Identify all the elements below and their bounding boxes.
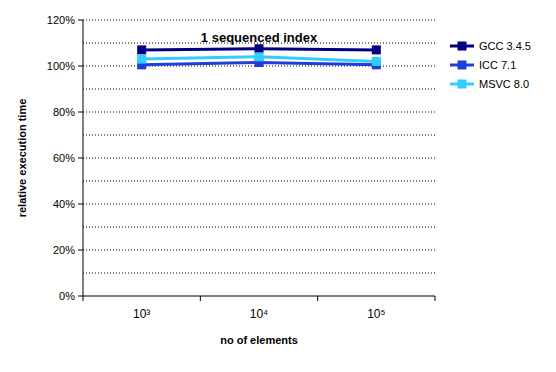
marker (137, 45, 146, 54)
x-tick (83, 296, 84, 301)
y-tick (78, 158, 83, 159)
minor-grid-line (83, 273, 435, 274)
legend-label: MSVC 8.0 (479, 78, 529, 90)
x-tick-label: 10³ (133, 307, 150, 321)
y-tick (78, 296, 83, 297)
chart: 1 sequenced index0%20%40%60%80%100%120%1… (0, 0, 556, 372)
y-tick (78, 112, 83, 113)
x-tick (200, 296, 201, 301)
x-tick (435, 296, 436, 301)
minor-grid-line (83, 181, 435, 182)
marker (255, 44, 264, 53)
y-tick-label: 80% (53, 106, 75, 118)
background (0, 0, 556, 372)
marker (372, 57, 381, 66)
legend-marker (458, 42, 467, 51)
marker (372, 45, 381, 54)
grid-line (83, 204, 435, 205)
minor-grid-line (83, 227, 435, 228)
minor-grid-line (83, 135, 435, 136)
y-tick (78, 20, 83, 21)
y-tick (78, 66, 83, 67)
legend-marker (458, 80, 467, 89)
y-tick-label: 40% (53, 198, 75, 210)
legend-label: ICC 7.1 (479, 59, 516, 71)
y-tick-label: 100% (47, 60, 75, 72)
y-tick-label: 60% (53, 152, 75, 164)
legend-label: GCC 3.4.5 (479, 40, 531, 52)
y-tick (78, 250, 83, 251)
grid-line (83, 250, 435, 251)
y-tick-label: 20% (53, 244, 75, 256)
x-axis-label: no of elements (220, 334, 298, 346)
grid-line (83, 112, 435, 113)
minor-grid-line (83, 43, 435, 44)
grid-line (83, 158, 435, 159)
y-axis-label: relative execution time (16, 99, 28, 218)
marker (137, 55, 146, 64)
x-tick-label: 10⁵ (367, 307, 385, 321)
plot-area (137, 44, 381, 69)
legend-marker (458, 61, 467, 70)
grid-line (83, 20, 435, 21)
x-tick (317, 296, 318, 301)
minor-grid-line (83, 89, 435, 90)
x-axis (83, 296, 435, 297)
y-tick (78, 204, 83, 205)
y-tick-label: 120% (47, 14, 75, 26)
y-tick-label: 0% (59, 290, 75, 302)
x-tick-label: 10⁴ (250, 307, 269, 321)
marker (255, 52, 264, 61)
